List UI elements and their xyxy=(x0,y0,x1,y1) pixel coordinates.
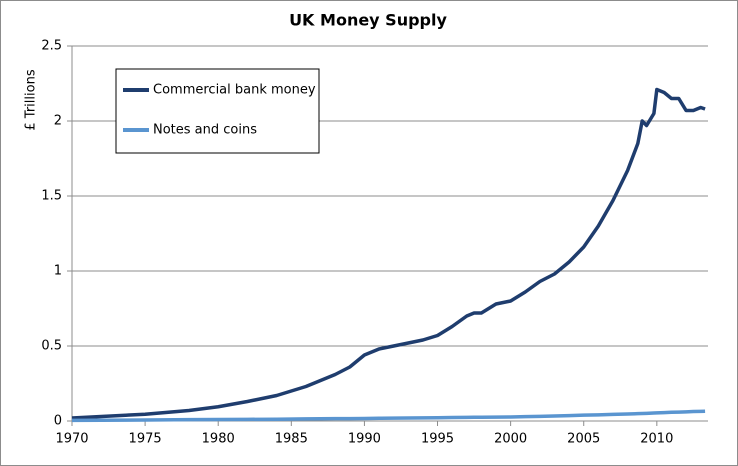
y-axis-label: £ Trillions xyxy=(24,69,39,130)
x-tick-label: 2000 xyxy=(494,432,527,447)
series-line xyxy=(71,409,706,423)
y-tick-label: 2 xyxy=(54,114,62,129)
x-tick-label: 1995 xyxy=(421,432,454,447)
legend-box xyxy=(115,68,320,154)
series-line xyxy=(71,87,706,420)
legend-label: Notes and coins xyxy=(153,123,257,138)
chart-title: UK Money Supply xyxy=(289,11,447,30)
legend-label: Commercial bank money xyxy=(153,83,316,98)
x-tick-label: 1970 xyxy=(55,432,88,447)
y-tick-label: 0.5 xyxy=(41,339,62,354)
y-tick-label: 1 xyxy=(54,264,62,279)
y-tick-label: 0 xyxy=(54,414,62,429)
x-tick-label: 2010 xyxy=(640,432,673,447)
y-tick-label: 1.5 xyxy=(41,189,62,204)
x-tick-label: 2005 xyxy=(567,432,600,447)
x-tick-label: 1985 xyxy=(275,432,308,447)
x-tick-label: 1975 xyxy=(129,432,162,447)
y-tick-label: 2.5 xyxy=(41,39,62,54)
x-tick-label: 1990 xyxy=(348,432,381,447)
x-tick-label: 1980 xyxy=(202,432,235,447)
